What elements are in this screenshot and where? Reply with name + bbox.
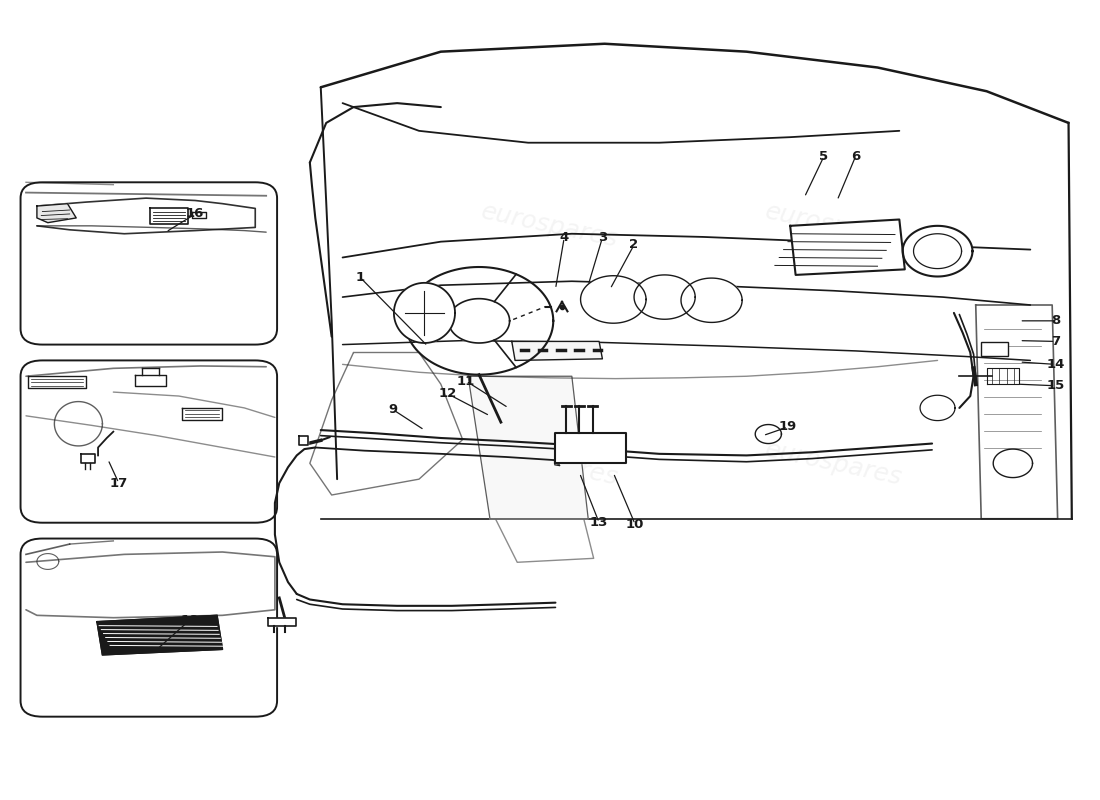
Polygon shape (268, 618, 296, 626)
Text: 1: 1 (355, 270, 364, 284)
FancyBboxPatch shape (21, 361, 277, 522)
Polygon shape (469, 376, 588, 518)
Polygon shape (183, 408, 222, 420)
Polygon shape (151, 209, 188, 224)
Polygon shape (449, 298, 509, 343)
Text: eurospares: eurospares (763, 199, 904, 252)
Text: 3: 3 (597, 231, 607, 244)
Text: 18: 18 (180, 614, 199, 626)
Polygon shape (634, 275, 695, 319)
Text: 2: 2 (629, 238, 639, 251)
Text: eurospares: eurospares (102, 199, 244, 252)
Polygon shape (299, 436, 308, 445)
Text: eurospares: eurospares (763, 437, 904, 490)
Text: 11: 11 (456, 374, 475, 387)
Polygon shape (512, 342, 603, 361)
Polygon shape (135, 374, 166, 386)
Polygon shape (903, 226, 972, 277)
Polygon shape (29, 376, 86, 388)
Text: 14: 14 (1046, 358, 1065, 371)
Polygon shape (97, 615, 222, 655)
FancyBboxPatch shape (21, 182, 277, 345)
Polygon shape (681, 278, 742, 322)
Polygon shape (756, 425, 781, 443)
Text: 6: 6 (851, 150, 860, 162)
Polygon shape (80, 454, 95, 463)
Polygon shape (581, 276, 646, 323)
Polygon shape (37, 204, 76, 222)
Text: 8: 8 (1050, 314, 1060, 327)
Polygon shape (394, 283, 455, 343)
Text: 19: 19 (779, 421, 798, 434)
Text: 12: 12 (438, 387, 456, 400)
Text: 17: 17 (110, 477, 128, 490)
Text: 7: 7 (1050, 335, 1060, 348)
FancyBboxPatch shape (981, 342, 1009, 357)
Text: 13: 13 (590, 516, 608, 530)
Text: eurospares: eurospares (480, 199, 620, 252)
Text: 4: 4 (560, 231, 569, 244)
Text: 9: 9 (388, 403, 397, 416)
Text: eurospares: eurospares (102, 437, 244, 490)
Text: 15: 15 (1046, 379, 1065, 392)
Polygon shape (556, 434, 626, 463)
Text: eurospares: eurospares (480, 437, 620, 490)
Text: 5: 5 (820, 150, 828, 162)
Polygon shape (790, 219, 905, 275)
FancyBboxPatch shape (21, 538, 277, 717)
Polygon shape (191, 211, 206, 218)
Text: 16: 16 (186, 207, 205, 221)
Text: 10: 10 (626, 518, 645, 530)
